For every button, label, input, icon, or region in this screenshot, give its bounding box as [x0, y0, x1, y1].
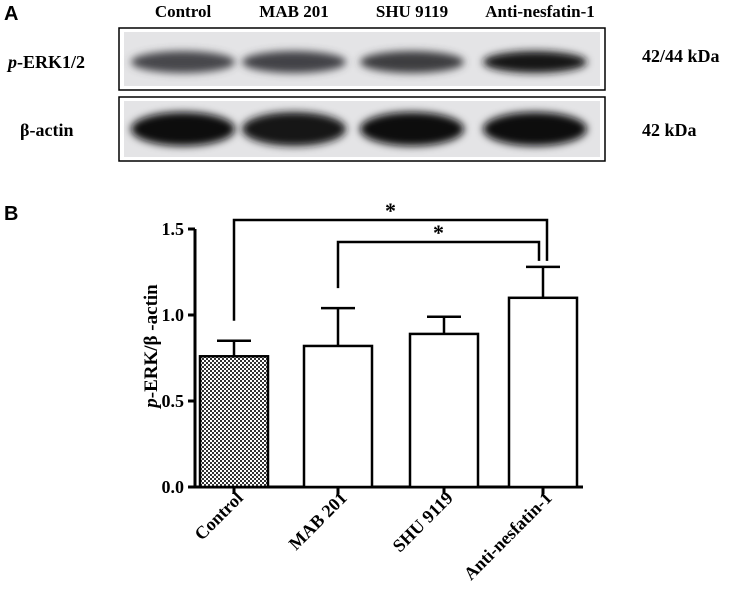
y-tick-label: 0.5: [162, 391, 185, 411]
panel-a-label: A: [4, 3, 18, 25]
bar: [198, 355, 270, 489]
western-blots: p-ERK1/2 42/44 kDa β-actin 42 kDa: [6, 27, 720, 162]
blot-size-label: 42/44 kDa: [642, 46, 720, 66]
significance-star: *: [433, 220, 444, 245]
bar: [507, 296, 579, 489]
blot-row: p-ERK1/2 42/44 kDa: [6, 27, 720, 91]
blot-size-label: 42 kDa: [642, 120, 697, 140]
blot-band: [483, 51, 587, 73]
blot-band: [242, 51, 346, 73]
x-tick-label: Control: [190, 488, 246, 544]
panel-b-label: B: [4, 203, 18, 225]
lane-label: SHU 9119: [376, 2, 448, 21]
bar-chart: 0.0 0.5 1.0 1.5 p-ERK/β -actin Control MAB 201…: [141, 198, 583, 584]
blot-label: β-actin: [20, 120, 73, 140]
blot-row: β-actin 42 kDa: [20, 96, 697, 162]
x-tick-label: MAB 201: [285, 488, 351, 554]
bar: [408, 332, 480, 489]
lane-label: MAB 201: [259, 2, 328, 21]
blot-band: [483, 112, 587, 146]
lane-labels: Control MAB 201 SHU 9119 Anti-nesfatin-1: [155, 2, 595, 21]
lane-label: Control: [155, 2, 212, 21]
blot-band: [360, 112, 464, 146]
x-tick-label: SHU 9119: [389, 488, 457, 556]
blot-band: [131, 112, 235, 146]
blot-label: p-ERK1/2: [6, 52, 85, 72]
y-tick-label: 0.0: [162, 477, 185, 497]
lane-label: Anti-nesfatin-1: [485, 2, 595, 21]
x-tick-label: Anti-nesfatin-1: [460, 488, 556, 584]
y-tick-label: 1.5: [162, 219, 185, 239]
blot-band: [360, 51, 464, 73]
significance-bracket: [336, 240, 541, 289]
y-axis-label: p-ERK/β -actin: [141, 284, 162, 410]
blot-band: [242, 112, 346, 146]
blot-band: [131, 51, 235, 73]
bar: [302, 344, 374, 489]
significance-star: *: [385, 198, 396, 223]
significance-bracket: [232, 218, 549, 321]
y-tick-label: 1.0: [162, 305, 185, 325]
